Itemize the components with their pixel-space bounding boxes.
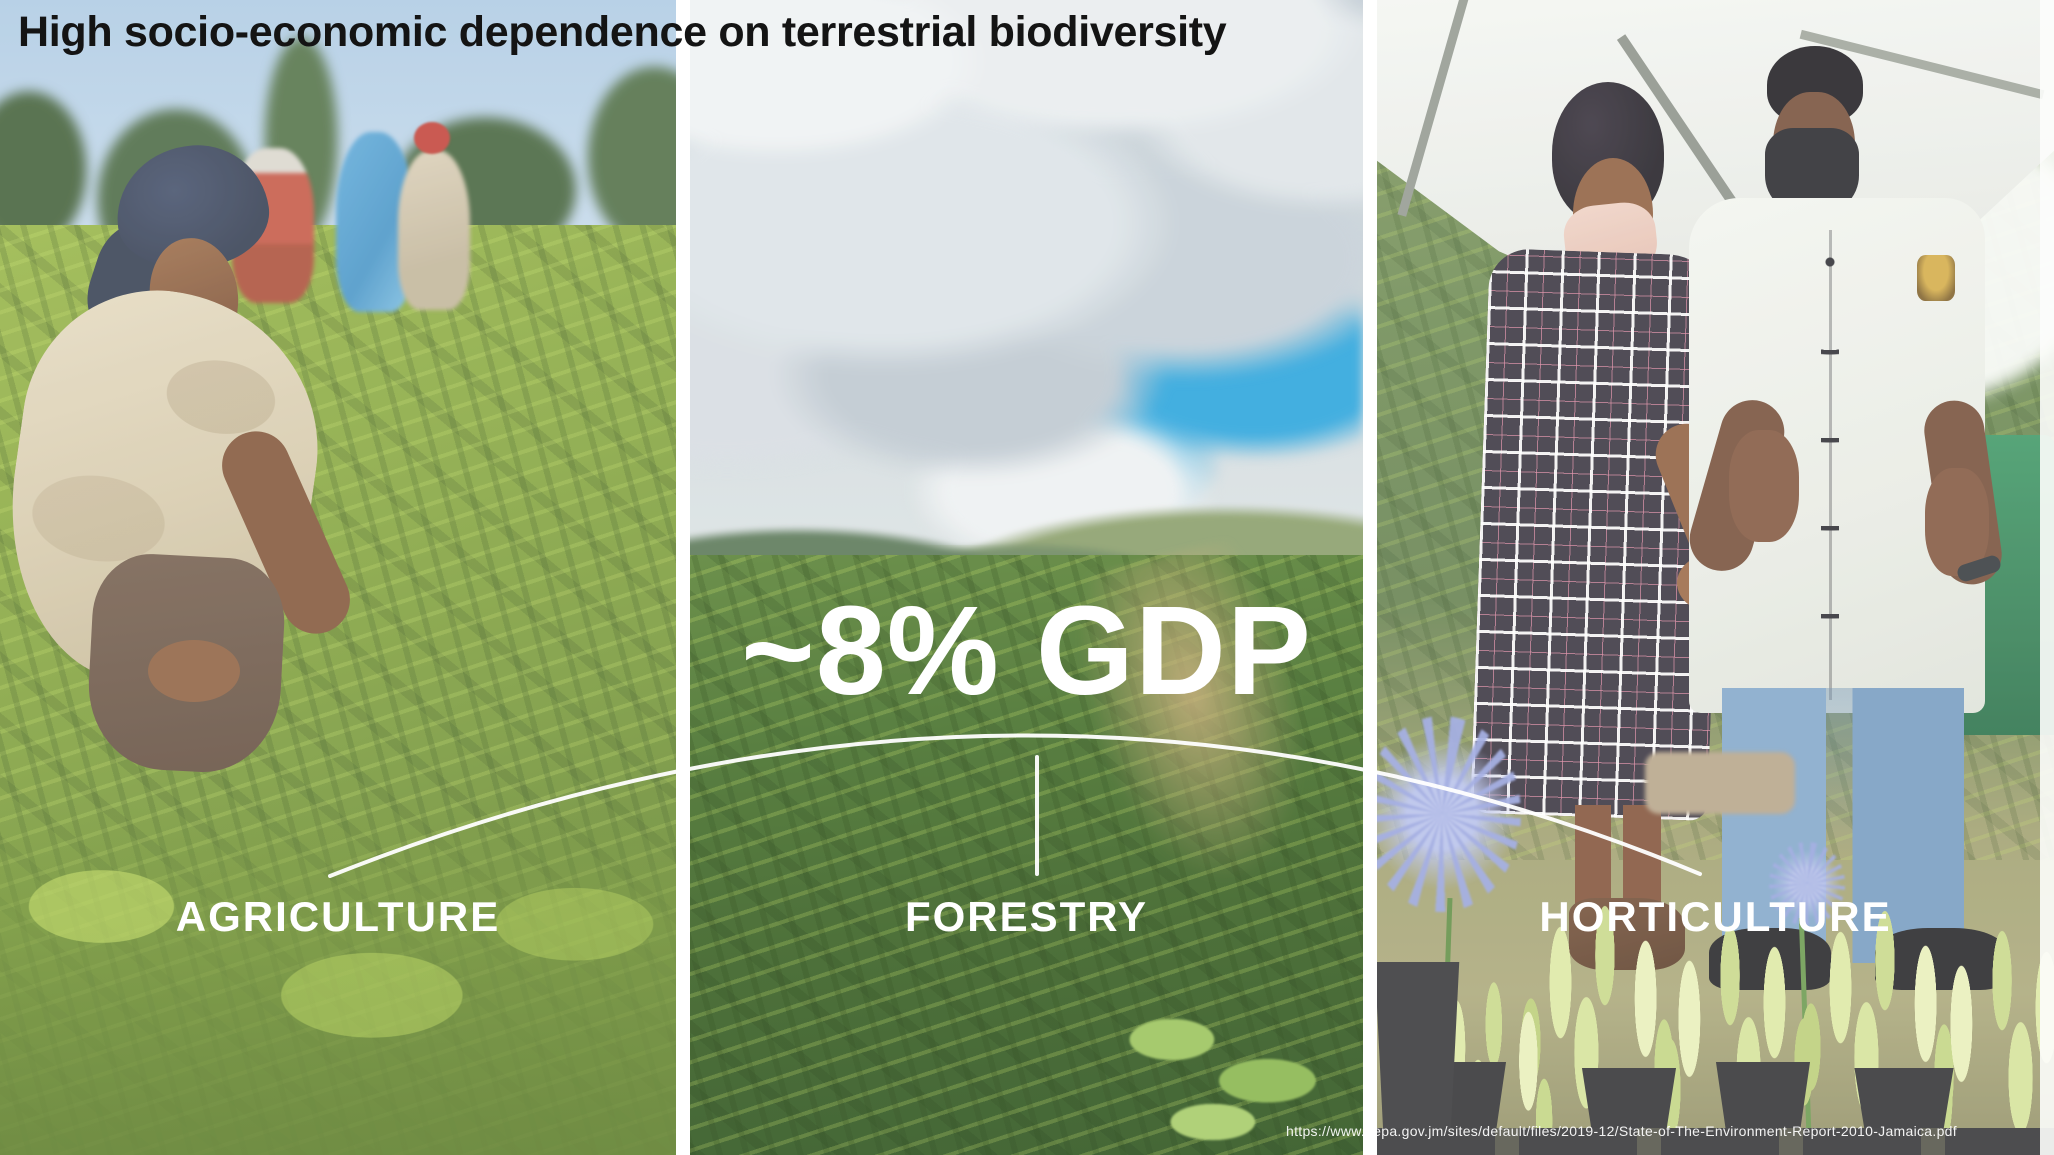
background-worker bbox=[398, 150, 470, 310]
photo-agriculture bbox=[0, 0, 676, 1155]
plant-pot bbox=[1377, 962, 1460, 1155]
gdp-stat: ~8% GDP bbox=[741, 580, 1312, 721]
connector-arc bbox=[328, 733, 1702, 878]
label-forestry: FORESTRY bbox=[904, 893, 1149, 940]
woman-hands bbox=[148, 640, 240, 702]
photo-forestry bbox=[690, 0, 1363, 1155]
photo-white-veil bbox=[1377, 0, 2054, 1155]
label-horticulture: HORTICULTURE bbox=[1539, 893, 1892, 940]
label-agriculture: AGRICULTURE bbox=[175, 893, 501, 940]
agapanthus-flower bbox=[1377, 716, 1521, 912]
photo-white-veil bbox=[0, 0, 676, 1155]
shirt-buttons bbox=[1821, 250, 1839, 690]
red-headwrap bbox=[414, 122, 450, 154]
foreground-tea-leaves bbox=[0, 800, 676, 1155]
man-hand bbox=[1925, 468, 1989, 576]
source-url: https://www.nepa.gov.jm/sites/default/fi… bbox=[1286, 1123, 1957, 1139]
stone-curb bbox=[1645, 752, 1795, 814]
banana-foliage bbox=[1090, 990, 1363, 1155]
slide-title: High socio-economic dependence on terres… bbox=[18, 8, 1227, 56]
man-hand bbox=[1729, 430, 1799, 542]
photo-edge-strip bbox=[2040, 0, 2054, 1155]
shirt-crest bbox=[1917, 255, 1955, 301]
pot-row bbox=[1377, 1128, 2054, 1155]
photo-white-veil bbox=[690, 0, 1363, 1155]
photo-horticulture bbox=[1377, 0, 2054, 1155]
